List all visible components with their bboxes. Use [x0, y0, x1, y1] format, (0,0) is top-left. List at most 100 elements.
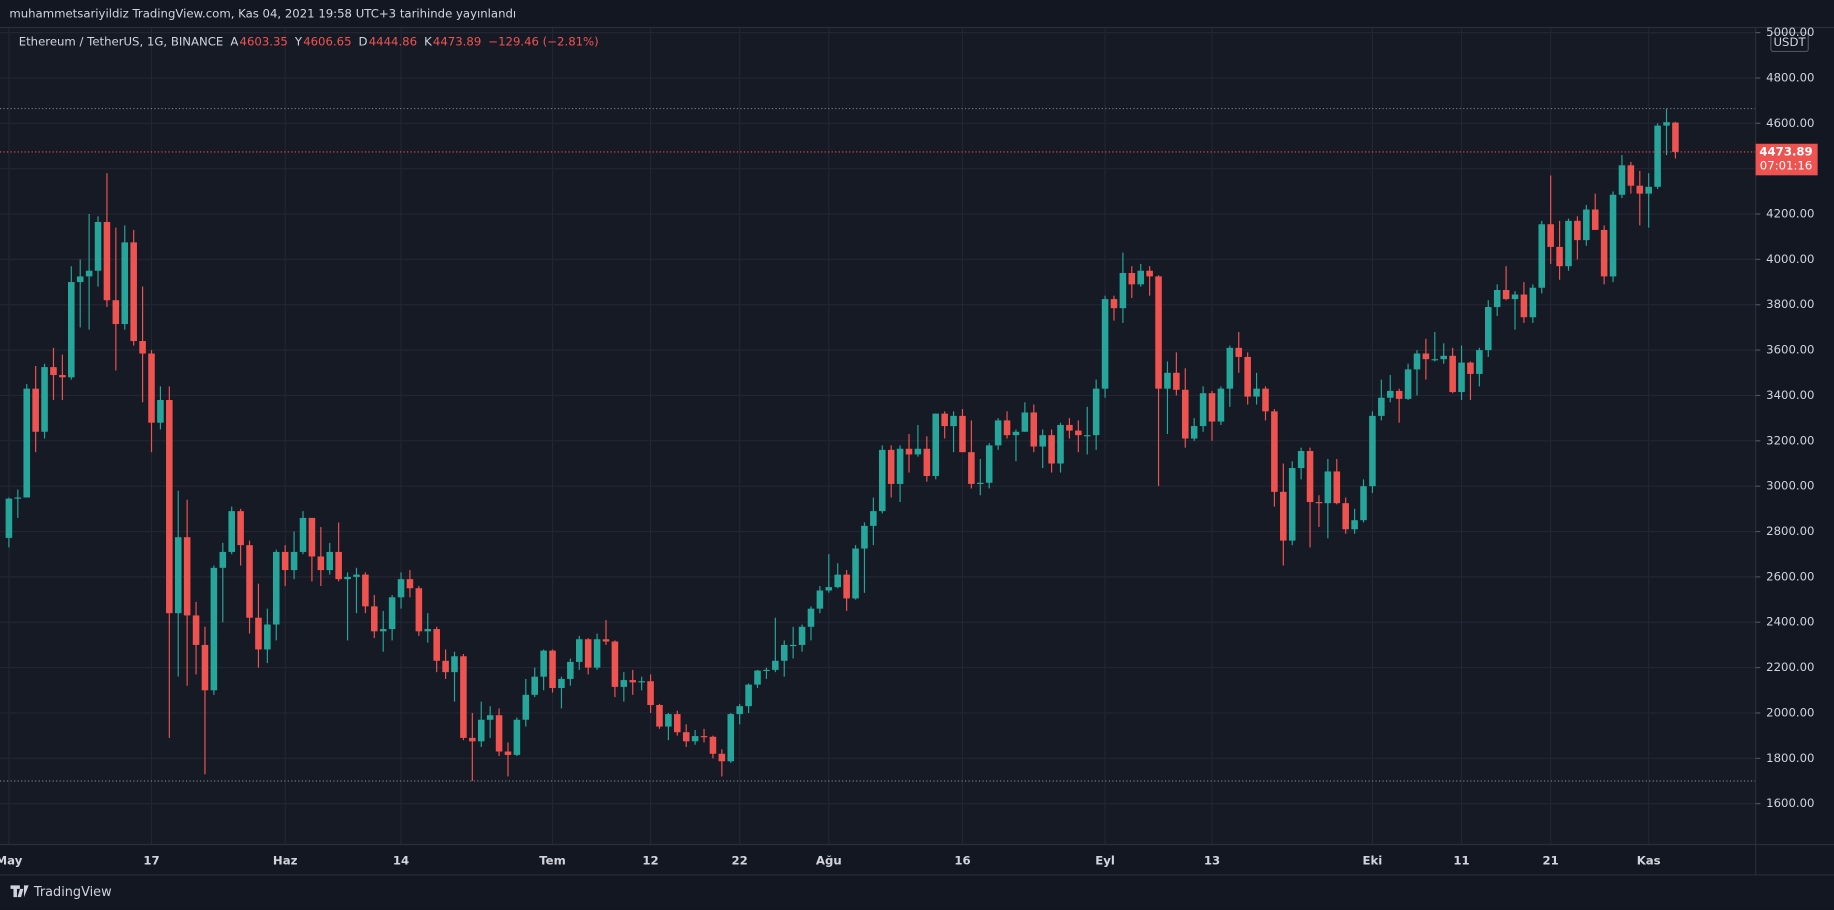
candle-body	[923, 448, 931, 476]
y-tick-label: 4200.00	[1766, 207, 1814, 221]
candle-body	[950, 415, 957, 427]
candle-body	[192, 615, 200, 645]
candle-body	[1511, 294, 1519, 300]
candle-body	[1190, 426, 1198, 439]
candle-body	[611, 641, 619, 687]
candle-body	[1440, 355, 1447, 360]
candle-body	[558, 678, 565, 689]
candle-body	[433, 629, 440, 661]
candle-body	[76, 276, 84, 283]
candle-body	[103, 221, 111, 301]
candle-body	[896, 448, 904, 484]
candle-body	[139, 341, 146, 354]
candle-body	[1672, 122, 1679, 152]
ohlc-label: A	[230, 35, 238, 49]
candle-body	[1663, 122, 1670, 126]
candle-body	[718, 753, 726, 762]
candle-body	[789, 644, 797, 647]
y-tick-label: 3400.00	[1766, 388, 1814, 402]
candle-body	[914, 448, 922, 455]
candle-body	[807, 608, 815, 627]
candle-body	[174, 537, 182, 614]
candle-body	[121, 242, 129, 325]
x-tick-label: 12	[642, 853, 658, 867]
candle-body	[1315, 502, 1323, 504]
ohlc-label: D	[359, 35, 368, 49]
candle-body	[290, 551, 298, 571]
price-label: 4473.89	[1759, 144, 1812, 158]
unit: USDT	[1773, 35, 1806, 49]
ohlc-value: 4603.35	[240, 35, 288, 49]
candle-body	[1351, 520, 1358, 530]
plot-area	[0, 28, 1756, 845]
candle-body	[941, 413, 948, 427]
candle-body	[246, 545, 253, 618]
candle-body	[1253, 388, 1260, 397]
candle-body	[549, 650, 556, 689]
candle-body	[1333, 471, 1341, 504]
candle-body	[23, 388, 31, 498]
candle-body	[1360, 486, 1367, 521]
candle-body	[406, 579, 414, 589]
candle-body	[59, 375, 66, 378]
candle-body	[656, 705, 663, 727]
candle-body	[1404, 369, 1412, 399]
candle-body	[1422, 353, 1430, 360]
candle-body	[887, 449, 895, 484]
candle-body	[1208, 393, 1216, 422]
candle-body	[1173, 372, 1180, 390]
ohlc-value: 4606.65	[303, 35, 351, 49]
candle-body	[362, 574, 369, 607]
candle-body	[228, 511, 235, 552]
candle-body	[870, 511, 877, 526]
candle-body	[1502, 290, 1510, 300]
candle-body	[85, 270, 93, 277]
candle-body	[371, 606, 378, 632]
candle-body	[1591, 209, 1599, 230]
candle-body	[486, 715, 494, 720]
y-tick-label: 4000.00	[1766, 252, 1814, 266]
candle-body	[1092, 388, 1100, 436]
candle-body	[1146, 270, 1153, 277]
candle-body	[1342, 503, 1349, 530]
x-tick-label: 14	[393, 853, 409, 867]
candle-body	[567, 661, 574, 679]
candle-body	[531, 676, 538, 695]
candle-body	[1654, 125, 1661, 187]
candle-body	[1182, 389, 1189, 439]
candle-body	[1600, 229, 1608, 277]
x-tick-label: 22	[732, 853, 748, 867]
candle-body	[1493, 290, 1501, 308]
candle-body	[620, 680, 628, 687]
candle-body	[1538, 224, 1546, 288]
ohlc-value: 4444.86	[369, 35, 417, 49]
candle-body	[112, 300, 120, 325]
candle-body	[1137, 270, 1144, 285]
candle-body	[513, 719, 521, 755]
countdown: 07:01:16	[1760, 158, 1813, 172]
candle-body	[1199, 393, 1207, 427]
candle-body	[41, 367, 48, 432]
candle-body	[861, 525, 868, 549]
candle-body	[1645, 186, 1652, 194]
candle-body	[727, 714, 735, 762]
candle-body	[424, 629, 432, 632]
candle-body	[1485, 307, 1492, 351]
candle-body	[68, 282, 75, 378]
candle-body	[834, 574, 841, 588]
x-tick-label: Haz	[273, 853, 298, 867]
candle-body	[157, 400, 164, 423]
brand: TradingView	[33, 885, 112, 900]
header-bar	[0, 0, 1834, 27]
candle-body	[780, 644, 788, 661]
candle-body	[326, 551, 334, 571]
candle-body	[281, 551, 289, 571]
candle-body	[736, 706, 743, 715]
candle-body	[299, 517, 307, 552]
change: −129.46 (−2.81%)	[488, 35, 598, 49]
symbol: Ethereum / TetherUS, 1G, BINANCE	[19, 35, 224, 49]
candle-body	[638, 681, 645, 683]
candle-body	[219, 551, 227, 568]
